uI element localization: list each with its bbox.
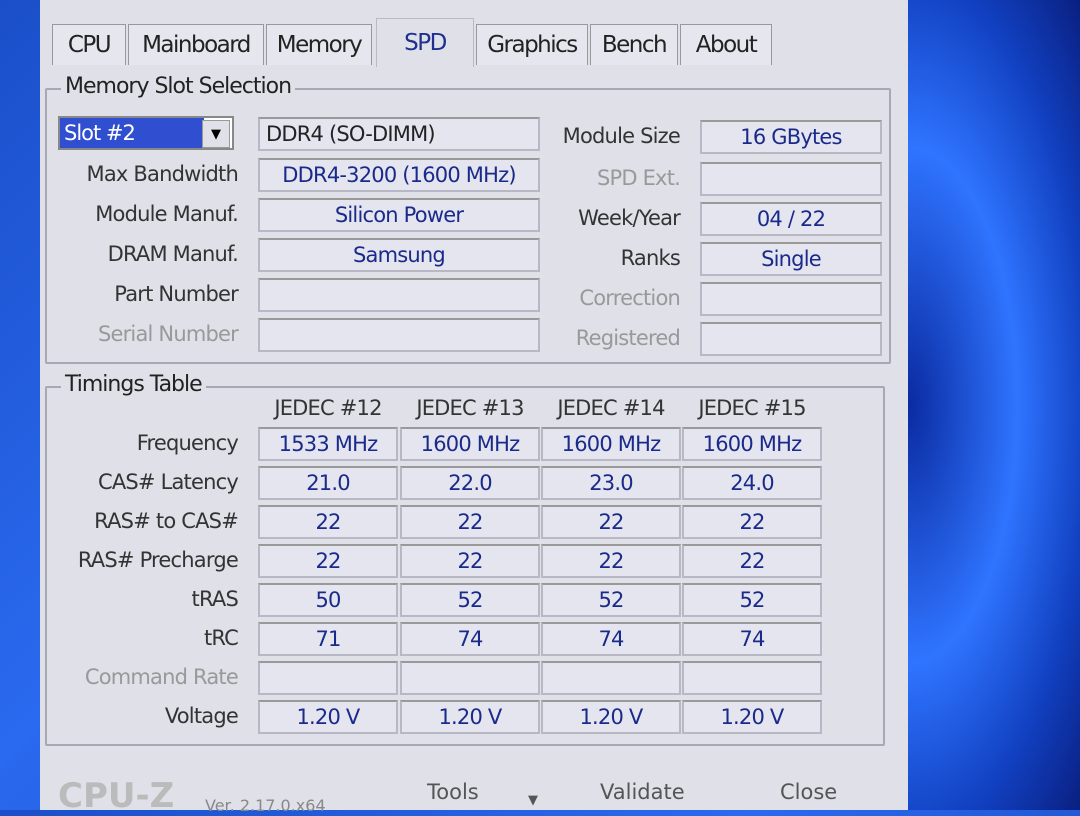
label-right-4: Correction bbox=[579, 286, 680, 310]
timing-cell: 1.20 V bbox=[682, 700, 822, 734]
close-button[interactable]: Close bbox=[780, 780, 838, 804]
timing-cell: 52 bbox=[541, 583, 681, 617]
timing-cell: 22 bbox=[400, 505, 540, 539]
label-right-3: Ranks bbox=[620, 246, 681, 270]
label-1: Module Manuf. bbox=[95, 202, 239, 226]
timing-cell: 22 bbox=[682, 544, 822, 578]
field-right-4 bbox=[700, 282, 882, 316]
label-3: Part Number bbox=[114, 282, 239, 306]
timing-cell bbox=[258, 661, 398, 695]
label-0: Max Bandwidth bbox=[86, 162, 239, 186]
field-right-5 bbox=[700, 322, 882, 356]
field-0: DDR4-3200 (1600 MHz) bbox=[258, 158, 540, 192]
slot-value: Slot #2 bbox=[60, 118, 204, 148]
field-right-1 bbox=[700, 162, 882, 196]
column-header: JEDEC #12 bbox=[274, 396, 382, 420]
timing-cell: 1.20 V bbox=[400, 700, 540, 734]
timing-cell: 22 bbox=[400, 544, 540, 578]
timing-cell: 74 bbox=[400, 622, 540, 656]
tab-bench[interactable]: Bench bbox=[590, 24, 678, 65]
memory-slot-group: Memory Slot Selection bbox=[45, 74, 891, 364]
timing-cell: 22.0 bbox=[400, 466, 540, 500]
timing-cell: 22 bbox=[541, 544, 681, 578]
timing-cell: 71 bbox=[258, 622, 398, 656]
column-header: JEDEC #13 bbox=[416, 396, 524, 420]
timing-label: tRAS bbox=[191, 587, 239, 611]
timing-cell: 1600 MHz bbox=[400, 427, 540, 461]
timing-label: RAS# Precharge bbox=[77, 548, 239, 572]
timing-label: CAS# Latency bbox=[97, 470, 239, 494]
field-4 bbox=[258, 318, 540, 352]
tab-graphics[interactable]: Graphics bbox=[476, 24, 588, 65]
label-right-2: Week/Year bbox=[578, 206, 681, 230]
label-right-1: SPD Ext. bbox=[596, 166, 681, 190]
field-right-2: 04 / 22 bbox=[700, 202, 882, 236]
column-header: JEDEC #15 bbox=[698, 396, 806, 420]
timing-cell bbox=[541, 661, 681, 695]
timing-cell: 52 bbox=[400, 583, 540, 617]
timing-cell: 22 bbox=[258, 505, 398, 539]
tab-cpu[interactable]: CPU bbox=[52, 24, 126, 65]
slot-select[interactable]: Slot #2 ▼ bbox=[58, 116, 234, 150]
field-2: Samsung bbox=[258, 238, 540, 272]
label-right-5: Registered bbox=[575, 326, 681, 350]
timings-group: Timings Table bbox=[45, 372, 885, 746]
column-header: JEDEC #14 bbox=[557, 396, 665, 420]
timing-label: Command Rate bbox=[84, 665, 239, 689]
label-right-0: Module Size bbox=[562, 124, 681, 148]
timing-label: Frequency bbox=[136, 431, 239, 455]
timing-cell bbox=[682, 661, 822, 695]
timing-label: tRC bbox=[203, 626, 239, 650]
timing-cell: 24.0 bbox=[682, 466, 822, 500]
timing-cell: 22 bbox=[258, 544, 398, 578]
group-title: Timings Table bbox=[61, 372, 206, 397]
field-right-3: Single bbox=[700, 242, 882, 276]
cpuz-logo: CPU-Z bbox=[58, 776, 175, 816]
field-3 bbox=[258, 278, 540, 312]
tools-dropdown-icon[interactable]: ▼ bbox=[528, 793, 538, 808]
timing-cell: 1.20 V bbox=[541, 700, 681, 734]
timing-cell: 52 bbox=[682, 583, 822, 617]
version-label: Ver. 2.17.0.x64 bbox=[205, 796, 326, 815]
timing-cell: 74 bbox=[682, 622, 822, 656]
timing-cell: 74 bbox=[541, 622, 681, 656]
timing-cell: 21.0 bbox=[258, 466, 398, 500]
timing-cell: 22 bbox=[682, 505, 822, 539]
validate-button[interactable]: Validate bbox=[600, 780, 685, 804]
tab-about[interactable]: About bbox=[680, 24, 772, 65]
label-4: Serial Number bbox=[97, 322, 239, 346]
tab-memory[interactable]: Memory bbox=[266, 24, 372, 65]
chevron-down-icon: ▼ bbox=[202, 120, 230, 148]
timing-label: Voltage bbox=[164, 704, 239, 728]
timing-cell: 1.20 V bbox=[258, 700, 398, 734]
field-1: Silicon Power bbox=[258, 198, 540, 232]
tab-mainboard[interactable]: Mainboard bbox=[128, 24, 264, 65]
timing-cell: 1600 MHz bbox=[541, 427, 681, 461]
timing-cell bbox=[400, 661, 540, 695]
desktop-wallpaper bbox=[908, 0, 1080, 810]
tab-spd[interactable]: SPD bbox=[376, 18, 474, 67]
tools-button[interactable]: Tools bbox=[427, 780, 479, 804]
timing-cell: 1600 MHz bbox=[682, 427, 822, 461]
timing-cell: 22 bbox=[541, 505, 681, 539]
label-2: DRAM Manuf. bbox=[107, 242, 239, 266]
field-right-0: 16 GBytes bbox=[700, 120, 882, 154]
timing-cell: 50 bbox=[258, 583, 398, 617]
timing-cell: 23.0 bbox=[541, 466, 681, 500]
timing-cell: 1533 MHz bbox=[258, 427, 398, 461]
group-title: Memory Slot Selection bbox=[61, 74, 296, 99]
timing-label: RAS# to CAS# bbox=[94, 509, 239, 533]
module-type-field: DDR4 (SO-DIMM) bbox=[258, 117, 540, 151]
